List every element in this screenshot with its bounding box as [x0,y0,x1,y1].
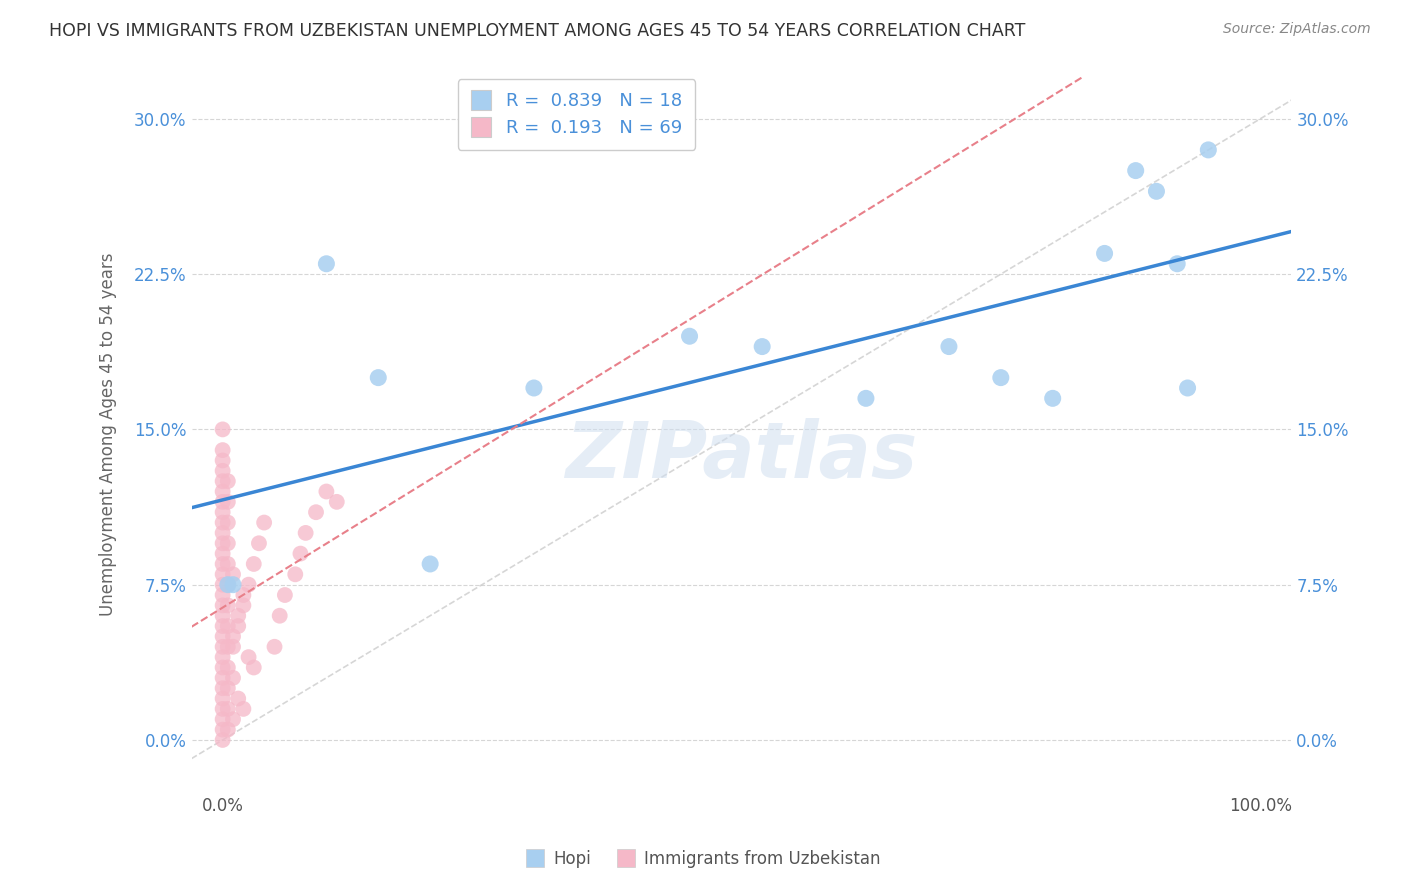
Point [1125,163,1147,178]
Point [263,640,285,654]
Point [217,577,239,591]
Point [217,577,239,591]
Point [284,567,307,582]
Point [305,505,328,519]
Point [315,484,337,499]
Point [1177,381,1199,395]
Point [211,443,233,458]
Point [1166,257,1188,271]
Point [217,474,239,488]
Point [217,536,239,550]
Point [217,516,239,530]
Point [211,422,233,436]
Point [217,619,239,633]
Point [238,577,260,591]
Legend: R =  0.839   N = 18, R =  0.193   N = 69: R = 0.839 N = 18, R = 0.193 N = 69 [457,79,696,150]
Point [211,567,233,582]
Point [226,619,249,633]
Point [217,557,239,571]
Point [211,650,233,665]
Point [211,608,233,623]
Point [242,557,264,571]
Point [211,619,233,633]
Point [211,712,233,726]
Point [217,599,239,613]
Point [290,547,312,561]
Point [211,733,233,747]
Point [226,691,249,706]
Point [211,495,233,509]
Point [211,474,233,488]
Point [678,329,700,343]
Text: ZIPatlas: ZIPatlas [565,418,918,494]
Point [1094,246,1116,260]
Point [326,495,349,509]
Point [217,681,239,696]
Point [211,557,233,571]
Point [222,567,245,582]
Point [217,640,239,654]
Y-axis label: Unemployment Among Ages 45 to 54 years: Unemployment Among Ages 45 to 54 years [100,252,117,616]
Point [211,671,233,685]
Point [211,464,233,478]
Point [211,505,233,519]
Point [222,640,245,654]
Point [938,340,960,354]
Point [419,557,441,571]
Point [217,702,239,716]
Point [217,495,239,509]
Point [211,516,233,530]
Point [855,392,877,406]
Point [211,525,233,540]
Point [211,453,233,467]
Point [242,660,264,674]
Text: Source: ZipAtlas.com: Source: ZipAtlas.com [1223,22,1371,37]
Point [1146,184,1168,198]
Point [222,629,245,643]
Point [751,340,773,354]
Point [222,671,245,685]
Point [523,381,546,395]
Point [238,650,260,665]
Point [222,577,245,591]
Point [211,577,233,591]
Point [274,588,297,602]
Point [211,629,233,643]
Point [232,588,254,602]
Point [211,588,233,602]
Point [1197,143,1219,157]
Point [211,691,233,706]
Point [211,702,233,716]
Point [226,608,249,623]
Point [269,608,291,623]
Point [211,723,233,737]
Point [211,536,233,550]
Point [211,484,233,499]
Point [211,547,233,561]
Point [315,257,337,271]
Point [990,370,1012,384]
Point [211,660,233,674]
Point [253,516,276,530]
Point [367,370,389,384]
Text: HOPI VS IMMIGRANTS FROM UZBEKISTAN UNEMPLOYMENT AMONG AGES 45 TO 54 YEARS CORREL: HOPI VS IMMIGRANTS FROM UZBEKISTAN UNEMP… [49,22,1025,40]
Point [247,536,270,550]
Point [211,681,233,696]
Point [211,599,233,613]
Point [232,599,254,613]
Legend: Hopi, Immigrants from Uzbekistan: Hopi, Immigrants from Uzbekistan [519,844,887,875]
Point [217,660,239,674]
Point [217,723,239,737]
Point [211,640,233,654]
Point [232,702,254,716]
Point [1042,392,1064,406]
Point [294,525,316,540]
Point [222,712,245,726]
